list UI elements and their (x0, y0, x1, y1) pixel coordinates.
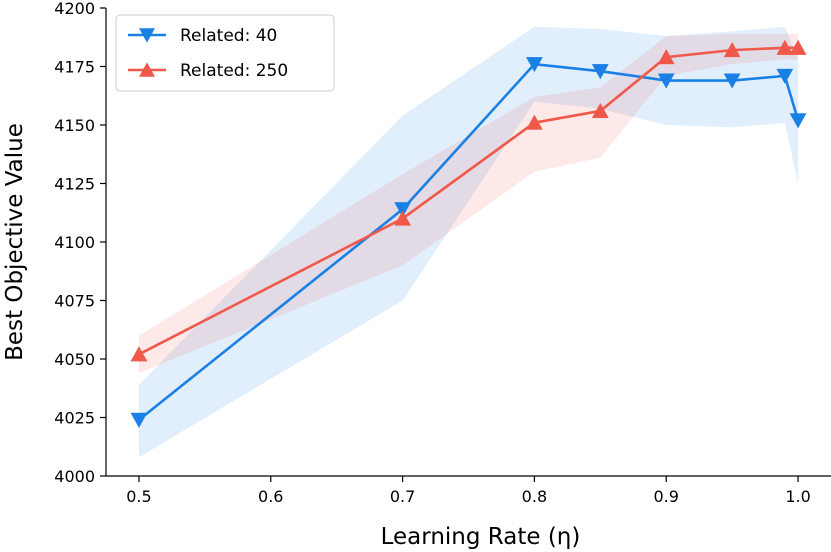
x-tick-label: 0.5 (126, 487, 151, 506)
series-1-point (130, 412, 148, 428)
legend-entry: Related: 250 (128, 61, 288, 81)
series-lines (138, 46, 800, 421)
y-tick-label: 4000 (54, 467, 95, 486)
y-tick-label: 4025 (54, 409, 95, 428)
x-tick-label: 0.7 (390, 487, 415, 506)
y-tick-label: 4150 (54, 116, 95, 135)
legend-marker (139, 62, 155, 77)
series-markers (130, 39, 807, 428)
series-1-line (138, 62, 800, 421)
series-2-point (130, 346, 148, 362)
series-1-point (723, 73, 741, 89)
x-axis-ticks: 0.5 0.6 0.7 0.8 0.9 1.0 (126, 476, 811, 506)
series-1-confidence-band (138, 26, 799, 458)
y-axis-ticks: 4000 4025 4050 4075 4100 4125 4150 4175 4200 (54, 0, 106, 486)
legend-entry: Related: 40 (128, 26, 277, 46)
y-axis-label: Best Objective Value (2, 123, 28, 361)
legend-label: Related: 250 (180, 61, 288, 81)
series-2-point (591, 102, 609, 119)
x-tick-label: 0.6 (258, 487, 283, 506)
series-1-point (776, 68, 794, 84)
x-axis-label: Learning Rate (η) (381, 524, 581, 550)
y-tick-label: 4175 (54, 58, 95, 77)
series-2-point (789, 39, 807, 55)
x-tick-label: 0.9 (654, 487, 679, 506)
series-2-point (657, 49, 675, 65)
series-2-point (723, 42, 741, 58)
series-1-point (394, 202, 412, 218)
series-1-point (789, 113, 807, 129)
x-tick-label: 0.8 (522, 487, 547, 506)
y-tick-label: 4200 (54, 0, 95, 18)
legend-label: Related: 40 (180, 26, 277, 46)
series-1-point (657, 73, 675, 89)
series-2-point (776, 39, 794, 55)
y-tick-label: 4075 (54, 292, 95, 311)
y-tick-label: 4100 (54, 233, 95, 252)
x-tick-label: 1.0 (785, 487, 810, 506)
y-tick-label: 4125 (54, 175, 95, 194)
legend-marker (139, 28, 155, 43)
legend: Related: 40 Related: 250 (115, 14, 335, 92)
series-2-line (138, 46, 799, 356)
series-1-point (591, 64, 609, 80)
series-1-point (525, 57, 543, 73)
series-2-point (525, 114, 543, 130)
legend-box (115, 14, 335, 92)
series-2-point (394, 210, 412, 226)
y-tick-label: 4050 (54, 350, 95, 369)
